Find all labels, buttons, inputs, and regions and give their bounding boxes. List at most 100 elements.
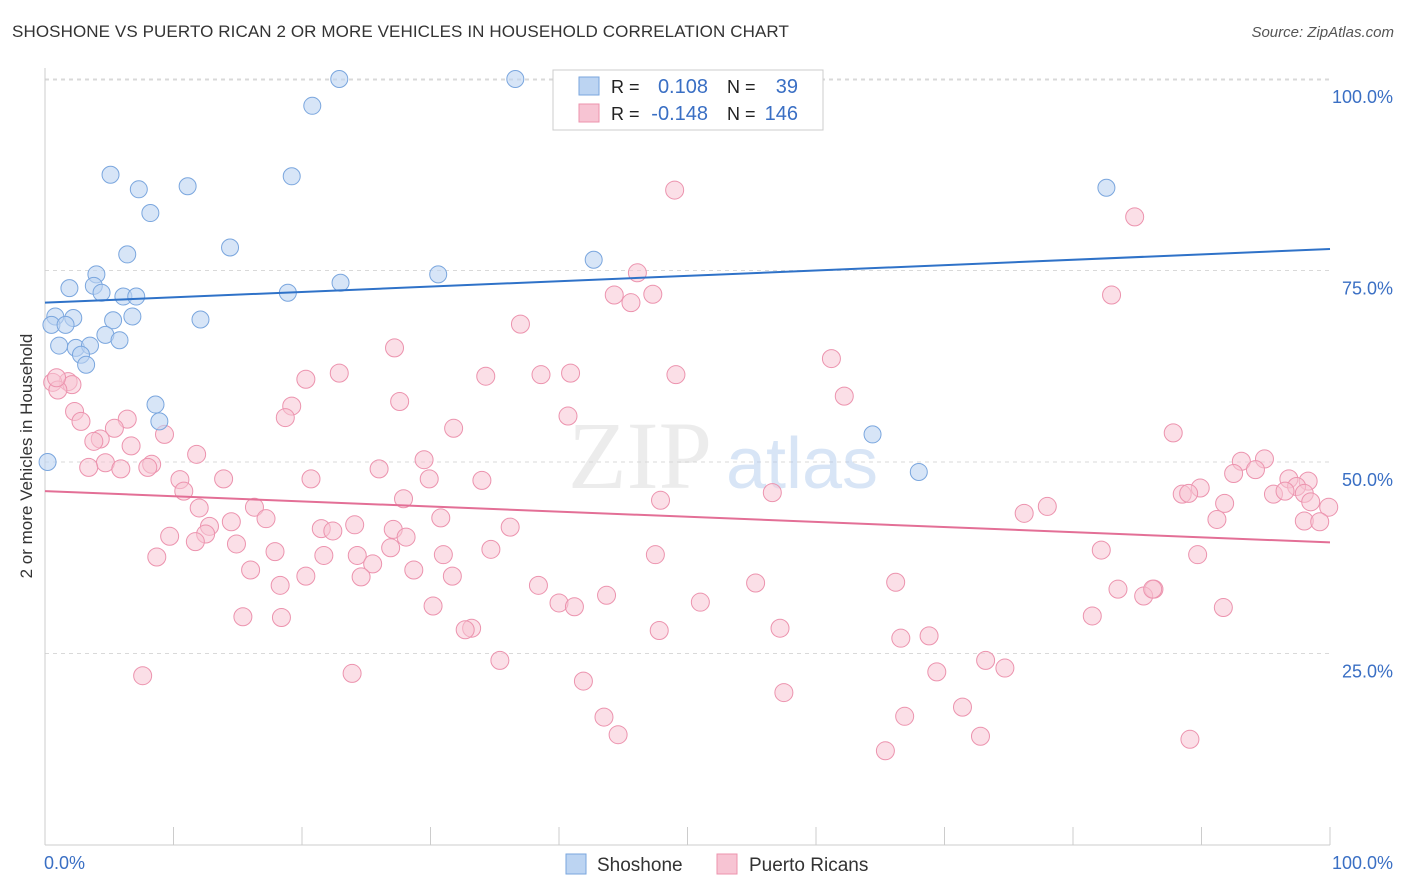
puerto-point-21	[834, 386, 854, 406]
shoshone-point-23	[191, 310, 210, 329]
puerto-point-139	[895, 706, 915, 726]
puerto-point-72	[1014, 503, 1034, 523]
trend-lines	[44, 248, 1331, 544]
puerto-point-68	[189, 498, 209, 518]
stats-legend: R = 0.108 N = 39 R = -0.148 N = 146	[552, 69, 824, 131]
shoshone-point-1	[506, 70, 525, 88]
puerto-point-131	[995, 658, 1015, 678]
stats-r-value-shoshone: 0.108	[658, 76, 708, 98]
puerto-point-105	[296, 566, 316, 586]
puerto-point-37	[414, 450, 434, 470]
puerto-point-5	[621, 293, 641, 313]
puerto-point-125	[770, 618, 790, 638]
puerto-point-88	[185, 532, 205, 552]
legend-swatch-puerto	[716, 853, 738, 875]
puerto-point-20	[47, 368, 67, 388]
shoshone-points	[38, 70, 1116, 481]
legend-label-puerto: Puerto Ricans	[749, 855, 868, 876]
puerto-point-126	[649, 621, 669, 641]
puerto-point-121	[271, 607, 291, 627]
watermark: ZIP atlas	[568, 402, 878, 509]
puerto-point-140	[608, 725, 628, 745]
shoshone-point-14	[331, 273, 350, 292]
shoshone-point-30	[50, 336, 69, 355]
puerto-point-114	[1143, 579, 1163, 599]
shoshone-point-3	[101, 165, 120, 184]
puerto-point-86	[396, 527, 416, 547]
puerto-point-130	[976, 650, 996, 670]
puerto-point-124	[455, 620, 475, 640]
puerto-point-99	[147, 547, 167, 567]
puerto-point-4	[643, 284, 663, 304]
y-tick-label-50: 50.0%	[1342, 470, 1393, 490]
puerto-point-136	[774, 683, 794, 703]
puerto-point-100	[241, 560, 261, 580]
shoshone-point-8	[1097, 178, 1116, 197]
puerto-point-118	[423, 596, 443, 616]
stats-n-value-shoshone: 39	[776, 76, 798, 98]
puerto-point-46	[1245, 460, 1265, 480]
x-tick-label-max: 100.0%	[1332, 853, 1393, 873]
puerto-point-129	[490, 650, 510, 670]
puerto-point-106	[270, 575, 290, 595]
puerto-point-43	[111, 459, 131, 479]
puerto-point-102	[404, 560, 424, 580]
stats-r-label-puerto: R =	[611, 104, 640, 124]
shoshone-point-19	[127, 287, 146, 306]
shoshone-point-11	[584, 250, 603, 269]
puerto-point-65	[651, 490, 671, 510]
puerto-point-42	[79, 457, 99, 477]
puerto-point-27	[117, 409, 137, 429]
puerto-point-1	[1125, 207, 1145, 227]
puerto-point-60	[1179, 483, 1199, 503]
puerto-point-87	[160, 526, 180, 546]
tick-labels: 25.0% 50.0% 75.0% 100.0% 0.0% 100.0%	[44, 87, 1393, 873]
puerto-point-74	[256, 509, 276, 529]
puerto-point-103	[442, 566, 462, 586]
puerto-point-29	[444, 418, 464, 438]
shoshone-point-2	[303, 96, 322, 115]
puerto-point-15	[296, 369, 316, 389]
puerto-point-80	[345, 515, 365, 535]
stats-r-label-shoshone: R =	[611, 77, 640, 97]
shoshone-point-37	[863, 425, 882, 444]
puerto-point-13	[561, 363, 581, 383]
y-tick-label-100: 100.0%	[1332, 87, 1393, 107]
puerto-point-97	[1188, 545, 1208, 565]
puerto-point-6	[1102, 285, 1122, 305]
puerto-point-94	[347, 545, 367, 565]
puerto-point-49	[214, 469, 234, 489]
puerto-point-31	[1163, 423, 1183, 443]
puerto-point-28	[71, 411, 91, 431]
puerto-point-34	[84, 431, 104, 451]
puerto-point-89	[226, 534, 246, 554]
shoshone-trend-line	[44, 248, 1331, 304]
shoshone-point-6	[129, 180, 148, 199]
legend-label-shoshone: Shoshone	[597, 855, 683, 876]
puerto-point-50	[301, 469, 321, 489]
puerto-point-98	[1091, 540, 1111, 560]
grid-lines	[45, 78, 1330, 654]
shoshone-point-25	[123, 307, 142, 326]
puerto-point-134	[342, 663, 362, 683]
puerto-point-92	[265, 542, 285, 562]
puerto-point-9	[821, 349, 841, 369]
puerto-point-76	[221, 512, 241, 532]
puerto-trend-line	[44, 490, 1331, 544]
puerto-point-143	[875, 741, 895, 761]
stats-n-label-puerto: N =	[727, 104, 756, 124]
shoshone-point-29	[110, 331, 129, 350]
puerto-point-120	[233, 607, 253, 627]
shoshone-point-36	[150, 412, 169, 431]
puerto-ricans-points	[43, 180, 1339, 761]
puerto-point-107	[528, 575, 548, 595]
puerto-point-81	[500, 517, 520, 537]
puerto-point-101	[363, 554, 383, 574]
puerto-point-69	[244, 497, 264, 517]
shoshone-point-7	[141, 204, 160, 223]
puerto-point-52	[472, 470, 492, 490]
puerto-point-137	[952, 697, 972, 717]
shoshone-point-0	[330, 70, 349, 88]
puerto-point-132	[927, 662, 947, 682]
puerto-point-127	[891, 628, 911, 648]
